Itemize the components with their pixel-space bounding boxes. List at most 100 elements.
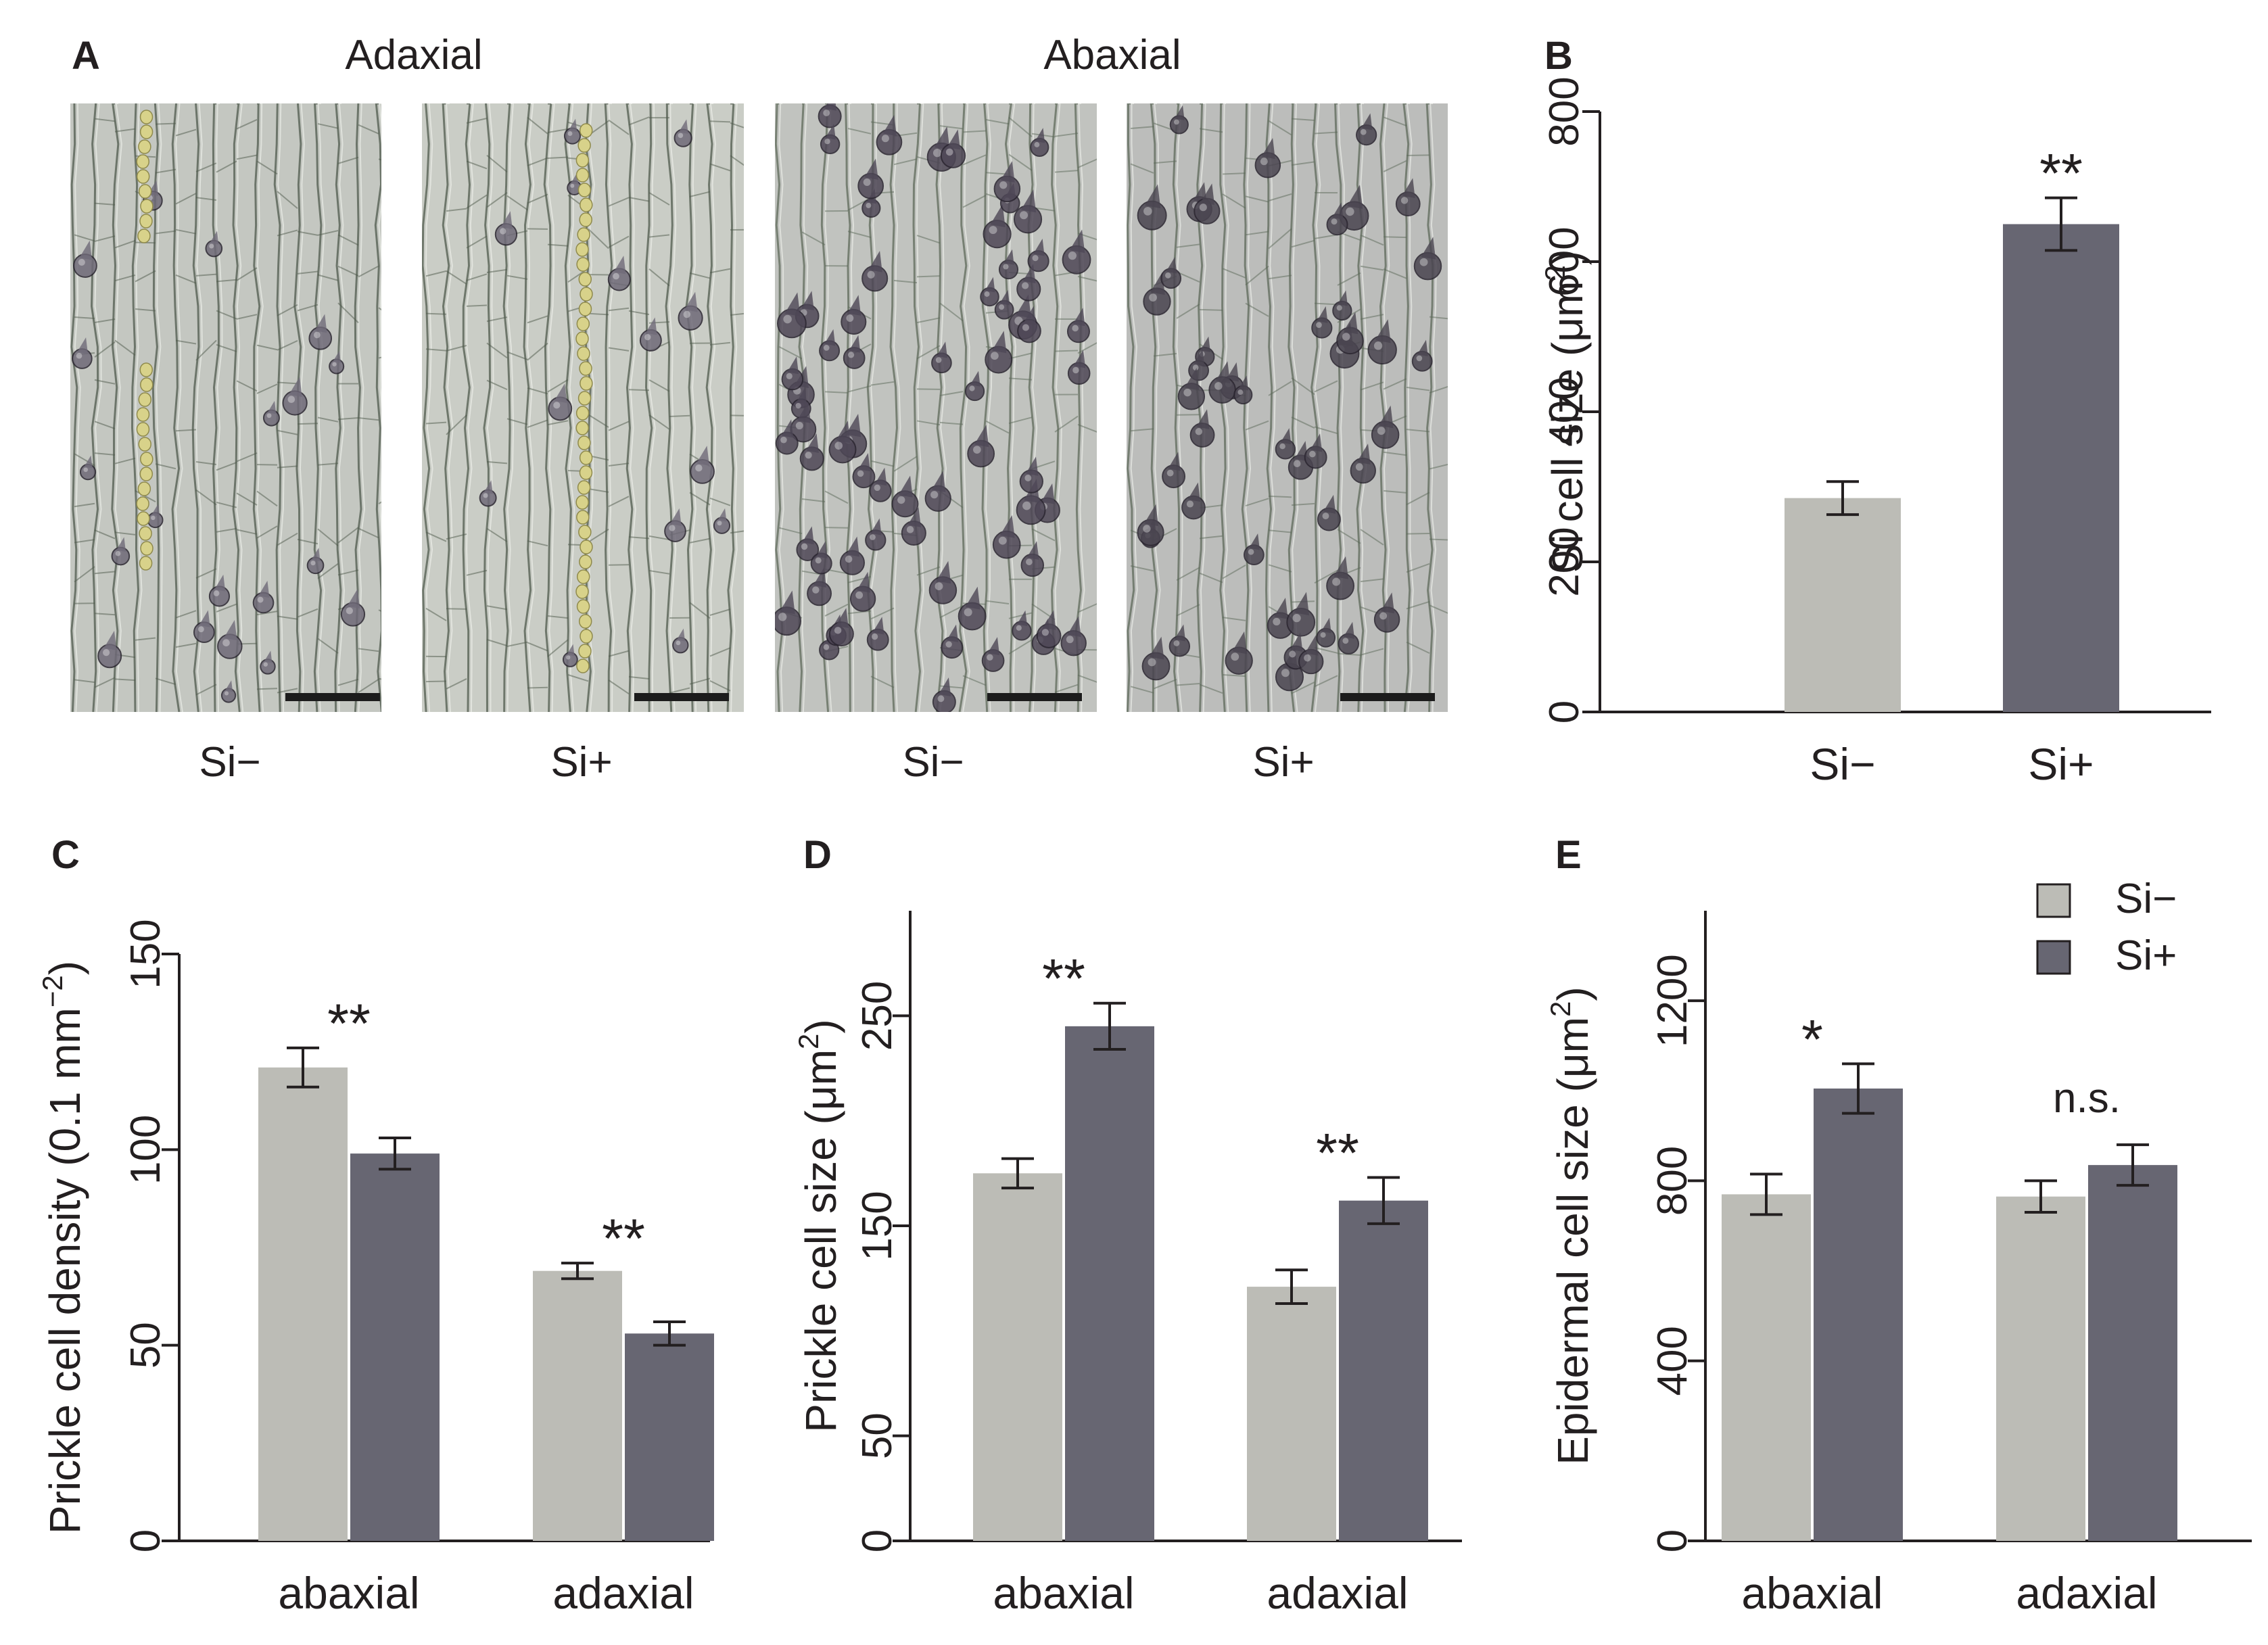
cell-wall-line	[1356, 103, 1365, 712]
cell-wall-highlight	[175, 103, 183, 712]
prickle-spine	[939, 677, 951, 697]
cell-cross-wall	[547, 639, 569, 657]
silica-cell	[579, 123, 593, 138]
silica-cell	[577, 391, 592, 406]
legend-label-si-minus: Si−	[2115, 876, 2177, 922]
cell-cross-wall	[195, 339, 217, 361]
silica-cell	[137, 481, 151, 496]
prickle-spine	[936, 561, 951, 584]
silica-cell	[136, 154, 150, 169]
cell-cross-wall	[689, 677, 711, 685]
cell-wall-highlight	[486, 103, 494, 712]
cell-cross-wall	[216, 310, 237, 320]
cell-cross-wall	[486, 316, 508, 323]
cell-cross-wall	[175, 339, 197, 345]
cell-cross-wall	[1268, 120, 1292, 136]
prickle-cell-highlight	[823, 110, 830, 116]
silica-cell	[578, 302, 592, 316]
y-tick-label: 250	[854, 981, 901, 1051]
cell-cross-wall	[1054, 170, 1079, 173]
cell-cross-wall	[847, 128, 872, 135]
cell-cross-wall	[297, 608, 318, 618]
prickle-cell-highlight	[263, 662, 268, 667]
panel-letter-e: E	[1555, 833, 1582, 877]
micrograph-background	[775, 103, 1097, 712]
prickle-spine	[1168, 452, 1181, 471]
prickle-cell-highlight	[1320, 632, 1326, 638]
cell-cross-wall	[1199, 128, 1223, 133]
prickle-cell-highlight	[1248, 549, 1254, 555]
prickle-spine	[999, 289, 1010, 306]
prickle-cell-highlight	[780, 436, 787, 444]
legend-label-si-plus: Si+	[2115, 932, 2177, 979]
cell-cross-wall	[446, 533, 467, 540]
cell-cross-wall	[709, 341, 731, 345]
bar	[2003, 224, 2119, 712]
prickle-cell-highlight	[1026, 558, 1033, 565]
cell-cross-wall	[94, 677, 116, 688]
prickle-cell-highlight	[1032, 255, 1039, 262]
cell-cross-wall	[256, 525, 278, 539]
cell-cross-wall	[985, 600, 1010, 605]
cell-cross-wall	[527, 157, 548, 167]
cell-cross-wall	[985, 119, 1010, 125]
cell-cross-wall	[547, 420, 569, 426]
prickle-spine	[1023, 306, 1037, 326]
micrograph-texture	[70, 103, 381, 712]
cell-wall-line	[705, 103, 713, 712]
prickle-spine	[1343, 621, 1355, 639]
silica-cell	[136, 407, 150, 422]
cell-cross-wall	[74, 234, 95, 242]
prickle-spine	[717, 508, 727, 522]
cell-cross-wall	[648, 379, 670, 392]
cell-wall-line	[1334, 103, 1342, 712]
cell-cross-wall	[1130, 126, 1154, 129]
prickle-cell-highlight	[1416, 355, 1423, 362]
cell-cross-wall	[1222, 193, 1246, 209]
cell-wall-line	[111, 103, 120, 712]
silica-cell	[139, 526, 152, 541]
silica-cell	[139, 124, 153, 139]
cell-cross-wall	[216, 343, 237, 352]
prickle-spine	[1017, 610, 1028, 627]
prickle-spine	[934, 126, 950, 151]
cell-wall-highlight	[778, 103, 786, 712]
prickle-spine	[846, 536, 859, 557]
cell-cross-wall	[1314, 234, 1338, 239]
silica-cell	[136, 422, 150, 437]
prickle-spine	[258, 580, 270, 598]
prickle-spine	[1196, 409, 1210, 429]
cell-wall-line	[131, 103, 140, 712]
prickle-cell-highlight	[1165, 272, 1171, 279]
prickle-spine	[311, 548, 321, 562]
cell-cross-wall	[1077, 158, 1097, 168]
cell-cross-wall	[648, 234, 670, 238]
y-axis-label-close: )	[41, 961, 89, 975]
cell-wall-highlight	[527, 103, 535, 712]
cell-cross-wall	[709, 609, 731, 616]
prickle-spine	[199, 610, 210, 627]
cell-cross-wall	[893, 279, 918, 284]
cell-wall-highlight	[236, 103, 244, 712]
prickle-spine	[1417, 339, 1428, 357]
prickle-spine	[1026, 541, 1039, 560]
prickle-cell-highlight	[786, 373, 793, 379]
prickle-spine	[684, 291, 698, 312]
cell-cross-wall	[94, 529, 116, 540]
cell-cross-wall	[425, 421, 447, 425]
cell-cross-wall	[547, 379, 569, 393]
cell-wall-highlight	[916, 103, 924, 712]
cell-cross-wall	[1077, 603, 1097, 613]
x-tick-label: abaxial	[278, 1568, 419, 1618]
cell-cross-wall	[1130, 163, 1154, 174]
cell-cross-wall	[939, 605, 964, 619]
prickle-spine	[1000, 161, 1015, 183]
prickle-cell-highlight	[998, 536, 1007, 545]
significance-label: **	[1042, 949, 1085, 1010]
prickle-spine	[931, 471, 946, 492]
x-tick-label: adaxial	[2016, 1568, 2157, 1618]
cell-wall-line	[564, 103, 572, 712]
prickle-cell-highlight	[1373, 341, 1383, 350]
prickle-cell-highlight	[1166, 469, 1174, 477]
cell-cross-wall	[486, 154, 508, 173]
